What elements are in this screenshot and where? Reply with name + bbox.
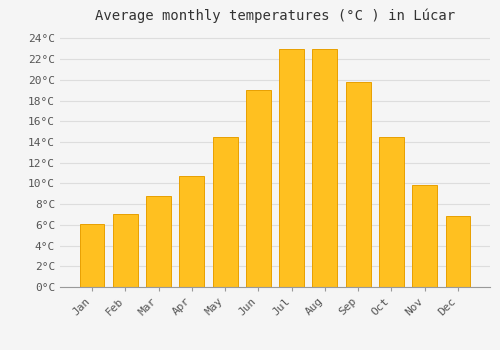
Bar	[312, 49, 338, 287]
Bar	[212, 137, 238, 287]
Bar	[80, 224, 104, 287]
Bar	[279, 49, 304, 287]
Title: Average monthly temperatures (°C ) in Lúcar: Average monthly temperatures (°C ) in Lú…	[95, 8, 455, 23]
Bar	[146, 196, 171, 287]
Bar	[446, 216, 470, 287]
Bar	[113, 215, 138, 287]
Bar	[246, 90, 271, 287]
Bar	[180, 176, 204, 287]
Bar	[379, 137, 404, 287]
Bar	[346, 82, 370, 287]
Bar	[412, 186, 437, 287]
